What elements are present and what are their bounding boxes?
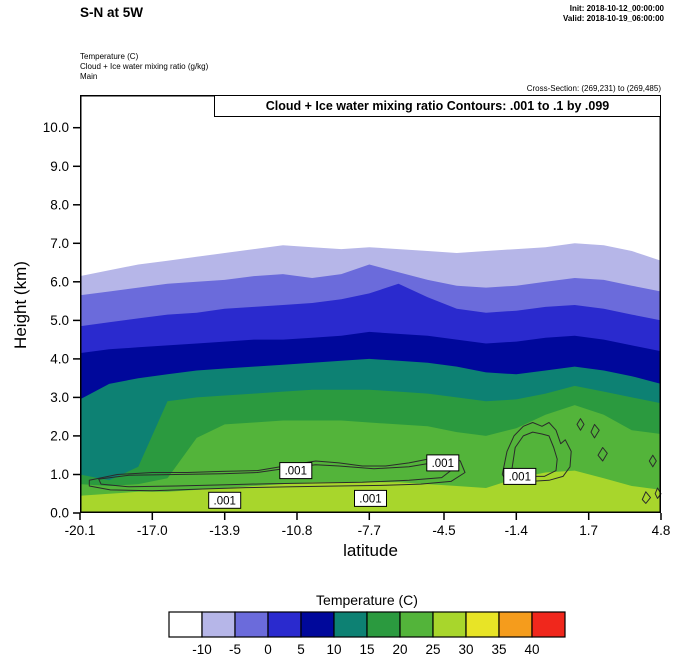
colorbar-cell <box>432 611 467 638</box>
colorbar-cell <box>300 611 335 638</box>
colorbar-tick-label: -10 <box>192 642 212 657</box>
cloud-contour-line <box>648 454 657 468</box>
x-axis-label: latitude <box>343 541 398 560</box>
colorbar-tick-label: 5 <box>297 642 305 657</box>
contour-label: .001 <box>208 491 242 509</box>
y-tick-label: 6.0 <box>50 274 69 289</box>
y-tick-label: 9.0 <box>50 159 69 174</box>
contour-label: .001 <box>503 467 537 485</box>
colorbar-cell <box>399 611 434 638</box>
colorbar-tick-label: 35 <box>491 642 506 657</box>
field-cloud-ice: Cloud + Ice water mixing ratio (g/kg) <box>80 62 209 71</box>
x-tick-label: -13.9 <box>209 523 240 538</box>
cloud-contour-line <box>590 423 600 439</box>
colorbar-tick-label: 15 <box>359 642 374 657</box>
colorbar-tick-label: -5 <box>229 642 241 657</box>
x-tick-label: -4.5 <box>432 523 455 538</box>
cloud-contour-line <box>641 491 651 504</box>
svg-text:.001: .001 <box>214 495 236 507</box>
x-tick-label: -20.1 <box>65 523 96 538</box>
colorbar-tick-label: 10 <box>326 642 341 657</box>
x-tick-label: -7.7 <box>358 523 381 538</box>
field-main: Main <box>80 72 98 81</box>
x-tick-label: -10.8 <box>282 523 313 538</box>
x-tick-label: -17.0 <box>137 523 168 538</box>
y-tick-label: 4.0 <box>50 351 69 366</box>
x-tick-label: 4.8 <box>652 523 671 538</box>
colorbar-cell <box>333 611 368 638</box>
colorbar-tick-label: 40 <box>524 642 539 657</box>
y-tick-label: 5.0 <box>50 313 69 328</box>
y-tick-label: 8.0 <box>50 197 69 212</box>
colorbar-tick-label: 25 <box>425 642 440 657</box>
cross-section-label: Cross-Section: (269,231) to (269,485) <box>526 84 661 93</box>
colorbar-cell <box>168 611 203 638</box>
y-tick-label: 2.0 <box>50 428 69 443</box>
run-times: Init: 2018-10-12_00:00:00 Valid: 2018-10… <box>563 4 664 24</box>
field-temperature: Temperature (C) <box>80 52 139 61</box>
y-tick-label: 7.0 <box>50 236 69 251</box>
colorbar: Temperature (C) -10 -5 0 5 10 15 20 25 30 35 40 <box>168 592 566 662</box>
y-tick-label: 10.0 <box>43 120 69 135</box>
x-tick-label: 1.7 <box>579 523 598 538</box>
svg-text:.001: .001 <box>359 493 381 505</box>
colorbar-cell <box>498 611 533 638</box>
figure-title: S-N at 5W <box>80 5 144 20</box>
field-list: Temperature (C) Cloud + Ice water mixing… <box>80 52 208 82</box>
x-tick-label: -1.4 <box>505 523 529 538</box>
colorbar-cell <box>366 611 401 638</box>
contour-label: .001 <box>426 454 460 472</box>
y-axis-label: Height (km) <box>11 261 30 349</box>
svg-text:.001: .001 <box>432 458 454 470</box>
colorbar-cell <box>531 611 566 638</box>
y-tick-label: 0.0 <box>50 506 69 521</box>
init-time: Init: 2018-10-12_00:00:00 <box>569 4 664 13</box>
plot-canvas: .001 .001 .001 .001 .001 -20.1 -17.0 -13.9 -10.8… <box>43 95 670 538</box>
colorbar-title: Temperature (C) <box>316 592 418 608</box>
cloud-contour-line <box>576 418 585 431</box>
valid-time: Valid: 2018-10-19_06:00:00 <box>563 14 664 23</box>
y-tick-label: 3.0 <box>50 390 69 405</box>
contour-label: .001 <box>354 489 387 507</box>
contour-label: .001 <box>279 462 313 480</box>
svg-text:.001: .001 <box>285 466 307 478</box>
cross-section-plot: .001 .001 .001 .001 .001 -20.1 -17.0 -13.9 -10.8… <box>43 95 670 538</box>
colorbar-tick-label: 20 <box>392 642 407 657</box>
colorbar-cell <box>267 611 302 638</box>
colorbar-cell <box>234 611 269 638</box>
cloud-contour-line <box>597 447 608 462</box>
contour-info-title: Cloud + Ice water mixing ratio Contours:… <box>214 95 661 117</box>
colorbar-tick-label: 30 <box>458 642 473 657</box>
colorbar-tick-label: 0 <box>264 642 272 657</box>
colorbar-cell <box>201 611 236 638</box>
colorbar-canvas: -10 -5 0 5 10 15 20 25 30 35 40 <box>168 611 566 657</box>
colorbar-cell <box>465 611 500 638</box>
y-tick-label: 1.0 <box>50 467 69 482</box>
svg-text:.001: .001 <box>509 471 531 483</box>
